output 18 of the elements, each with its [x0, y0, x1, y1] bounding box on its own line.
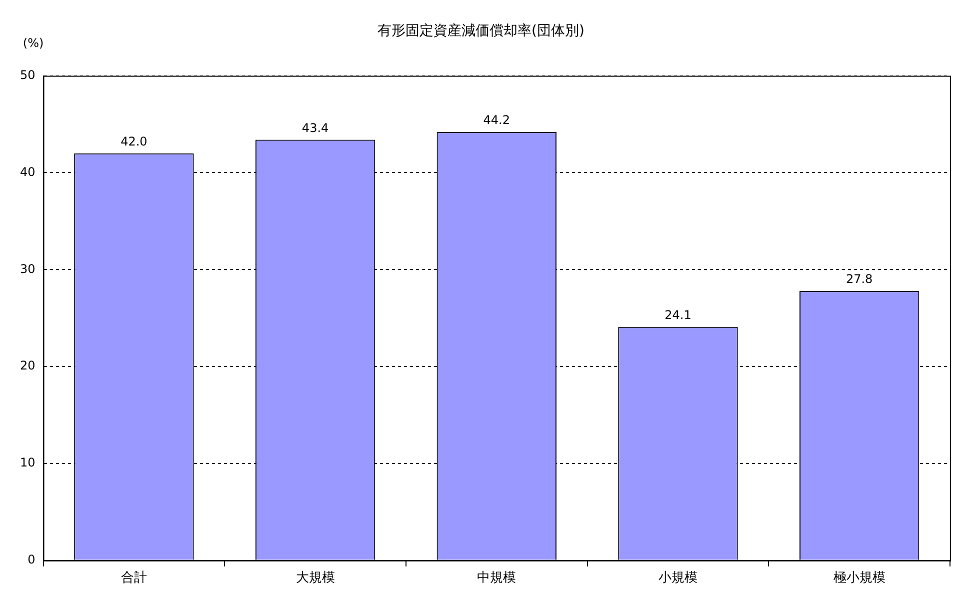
data-label: 27.8 — [846, 272, 873, 286]
y-tick-label: 50 — [20, 68, 36, 82]
data-label: 43.4 — [302, 120, 329, 135]
chart-title: 有形固定資産減価償却率(団体別) — [378, 23, 584, 40]
y-tick-label: 10 — [20, 456, 36, 470]
y-tick-label: 20 — [20, 358, 36, 373]
y-tick-label: 40 — [20, 164, 36, 179]
x-tick-label: 小規模 — [658, 570, 698, 586]
y-axis-title: (%) — [22, 36, 44, 50]
x-tick-label: 極小規模 — [833, 570, 886, 586]
x-tick-label: 合計 — [120, 570, 147, 586]
x-tick-label: 大規模 — [296, 570, 335, 586]
y-tick-label: 0 — [28, 552, 36, 567]
data-label: 24.1 — [664, 308, 692, 322]
x-tick-label: 中規模 — [477, 570, 516, 586]
data-label: 44.2 — [483, 113, 510, 128]
y-tick-label: 30 — [20, 262, 36, 276]
data-label: 42.0 — [120, 134, 148, 148]
